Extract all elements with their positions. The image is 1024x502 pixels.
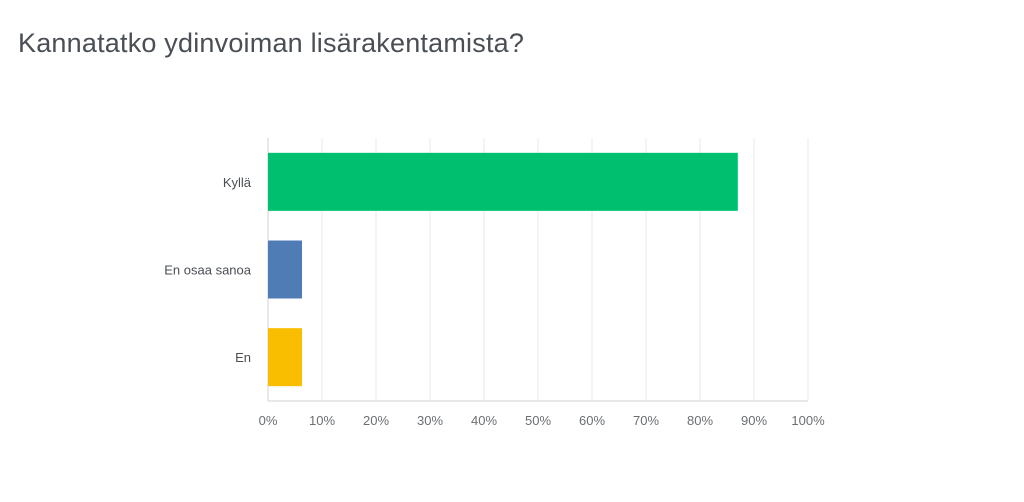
category-labels: Kyllä En osaa sanoa En [164, 175, 252, 365]
x-tick-label: 50% [525, 413, 551, 428]
x-tick-label: 90% [741, 413, 767, 428]
x-tick-label: 20% [363, 413, 389, 428]
x-tick-label: 30% [417, 413, 443, 428]
x-tick-label: 0% [259, 413, 278, 428]
bars [268, 152, 738, 387]
bar[interactable] [268, 240, 303, 299]
x-tick-label: 70% [633, 413, 659, 428]
x-tick-label: 60% [579, 413, 605, 428]
category-label: En osaa sanoa [164, 263, 252, 278]
bar[interactable] [268, 328, 303, 387]
x-tick-label: 80% [687, 413, 713, 428]
x-tick-label: 100% [791, 413, 825, 428]
question-title: Kannatatko ydinvoiman lisärakentamista? [18, 28, 525, 58]
bar[interactable] [268, 152, 738, 211]
x-tick-label: 10% [309, 413, 335, 428]
x-tick-label: 40% [471, 413, 497, 428]
category-label: Kyllä [223, 175, 252, 190]
category-label: En [235, 350, 251, 365]
x-tick-labels: 0% 10% 20% 30% 40% 50% 60% 70% 80% 90% 100% [259, 413, 825, 428]
